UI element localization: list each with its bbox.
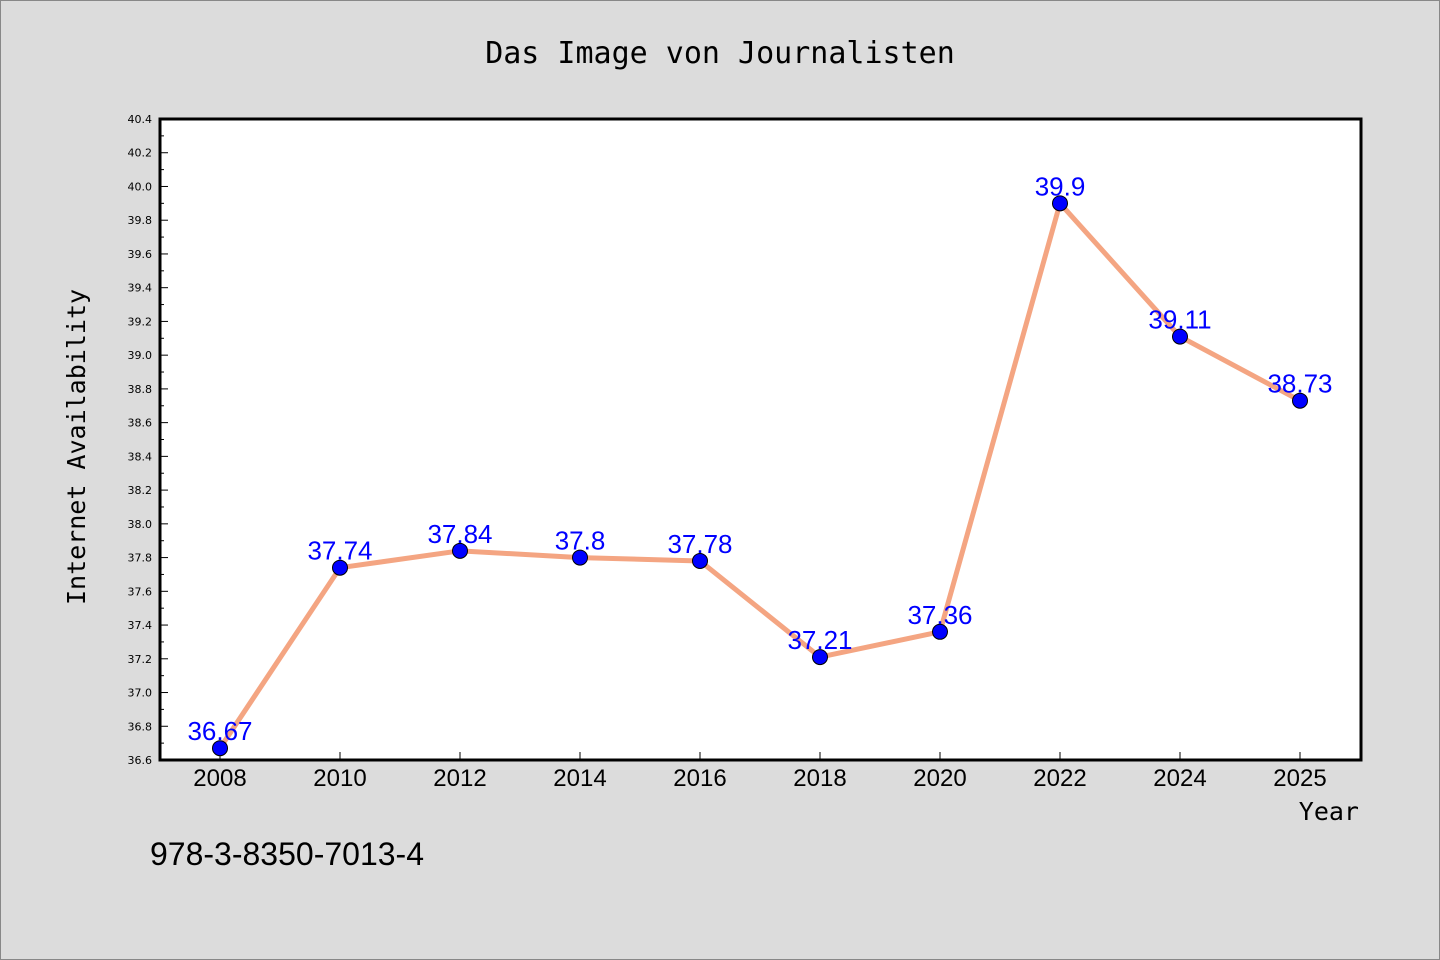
y-tick-label: 39.6 xyxy=(128,248,153,261)
y-tick-label: 38.8 xyxy=(128,383,153,396)
y-tick-label: 38.2 xyxy=(128,484,153,497)
y-tick-label: 39.4 xyxy=(128,282,153,295)
y-tick-label: 38.6 xyxy=(128,417,153,430)
data-point xyxy=(1292,392,1308,409)
isbn-text: 978-3-8350-7013-4 xyxy=(150,836,424,872)
data-label: 39.9 xyxy=(1035,171,1086,201)
data-point xyxy=(1052,195,1068,212)
data-label: 37.36 xyxy=(907,600,972,630)
x-tick-label: 2010 xyxy=(313,765,366,792)
data-point xyxy=(932,623,948,640)
data-point xyxy=(212,740,228,757)
y-tick-label: 37.8 xyxy=(128,552,153,565)
y-tick-label: 39.0 xyxy=(128,349,153,362)
data-point xyxy=(812,649,828,666)
y-tick-label: 37.6 xyxy=(128,585,153,598)
x-tick-label: 2024 xyxy=(1153,765,1206,792)
data-label: 37.74 xyxy=(307,536,372,566)
y-tick-label: 39.2 xyxy=(128,315,153,328)
x-tick-label: 2016 xyxy=(673,765,726,792)
data-label: 37.8 xyxy=(555,526,606,556)
data-label: 39.11 xyxy=(1148,305,1211,335)
x-tick-label: 2020 xyxy=(913,765,966,792)
y-tick-label: 40.0 xyxy=(128,180,153,193)
series-line xyxy=(217,200,1302,750)
data-label: 37.78 xyxy=(667,529,732,559)
y-tick-label: 39.8 xyxy=(128,214,153,227)
data-labels-group: 36.67 37.74 37.84 37.8 37.78 37.21 37.36 39.9 39… xyxy=(187,171,1332,746)
x-tick-label: 2014 xyxy=(553,765,606,792)
y-tick-label: 40.4 xyxy=(128,113,153,126)
y-tick-label: 38.0 xyxy=(128,518,153,531)
y-tick-label: 40.2 xyxy=(128,147,153,160)
data-point xyxy=(332,559,348,576)
data-label: 37.21 xyxy=(787,625,852,655)
x-tick-label: 2008 xyxy=(193,765,246,792)
chart-title: Das Image von Journalisten xyxy=(485,36,955,71)
x-tick-label: 2012 xyxy=(433,765,486,792)
data-point xyxy=(1172,328,1188,345)
y-tick-label: 37.2 xyxy=(128,653,153,666)
data-point xyxy=(452,542,468,559)
series-line-group xyxy=(212,195,1308,757)
y-tick-label: 38.4 xyxy=(128,450,153,463)
y-tick-label: 37.4 xyxy=(128,619,153,632)
data-point xyxy=(572,549,588,566)
x-tick-label: 2022 xyxy=(1033,765,1086,792)
data-label: 36.67 xyxy=(187,716,252,746)
data-label: 37.84 xyxy=(427,519,492,549)
x-tick-label: 2025 xyxy=(1273,765,1326,792)
plot-area xyxy=(158,117,1363,762)
x-axis-label: Year xyxy=(1299,797,1359,826)
data-point xyxy=(692,552,708,569)
y-tick-label: 37.0 xyxy=(128,687,153,700)
x-axis: 2008 2010 2012 2014 2016 2018 2020 2022 2024 2025 xyxy=(193,752,1327,792)
y-axis: 36.6 36.8 37.0 37.2 37.4 37.6 37.8 38.0 38.2 38.4… xyxy=(128,113,168,767)
y-tick-label: 36.6 xyxy=(128,754,153,767)
data-label: 38.73 xyxy=(1267,369,1332,399)
x-tick-label: 2018 xyxy=(793,765,846,792)
y-axis-label: Internet Availability xyxy=(62,289,91,605)
y-tick-label: 36.8 xyxy=(128,720,153,733)
